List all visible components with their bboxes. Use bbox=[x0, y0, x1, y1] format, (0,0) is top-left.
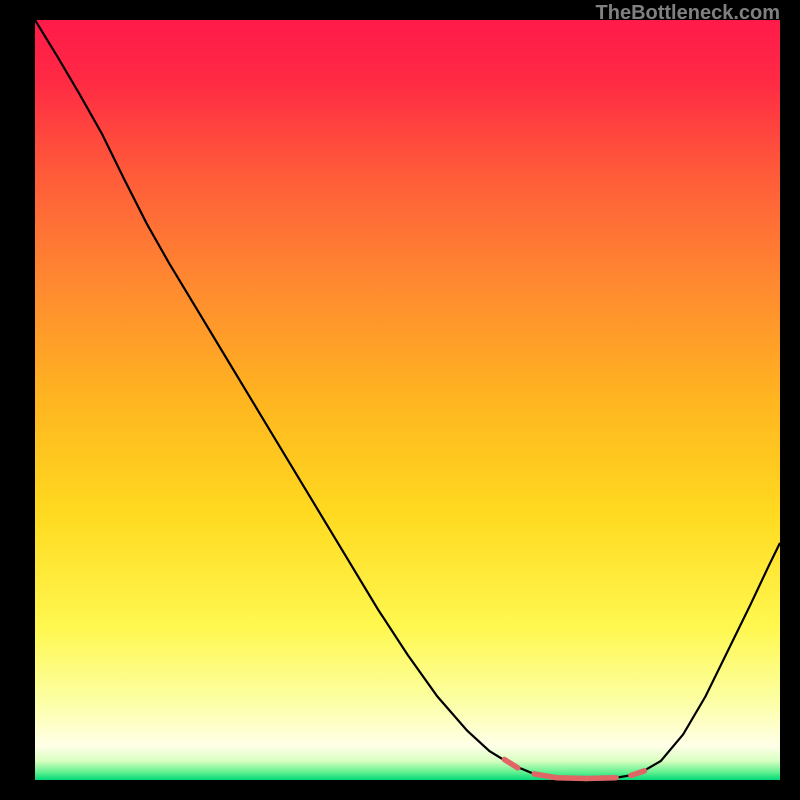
plot-background bbox=[35, 20, 780, 780]
chart-svg bbox=[0, 0, 800, 800]
watermark-text: TheBottleneck.com bbox=[596, 2, 780, 25]
